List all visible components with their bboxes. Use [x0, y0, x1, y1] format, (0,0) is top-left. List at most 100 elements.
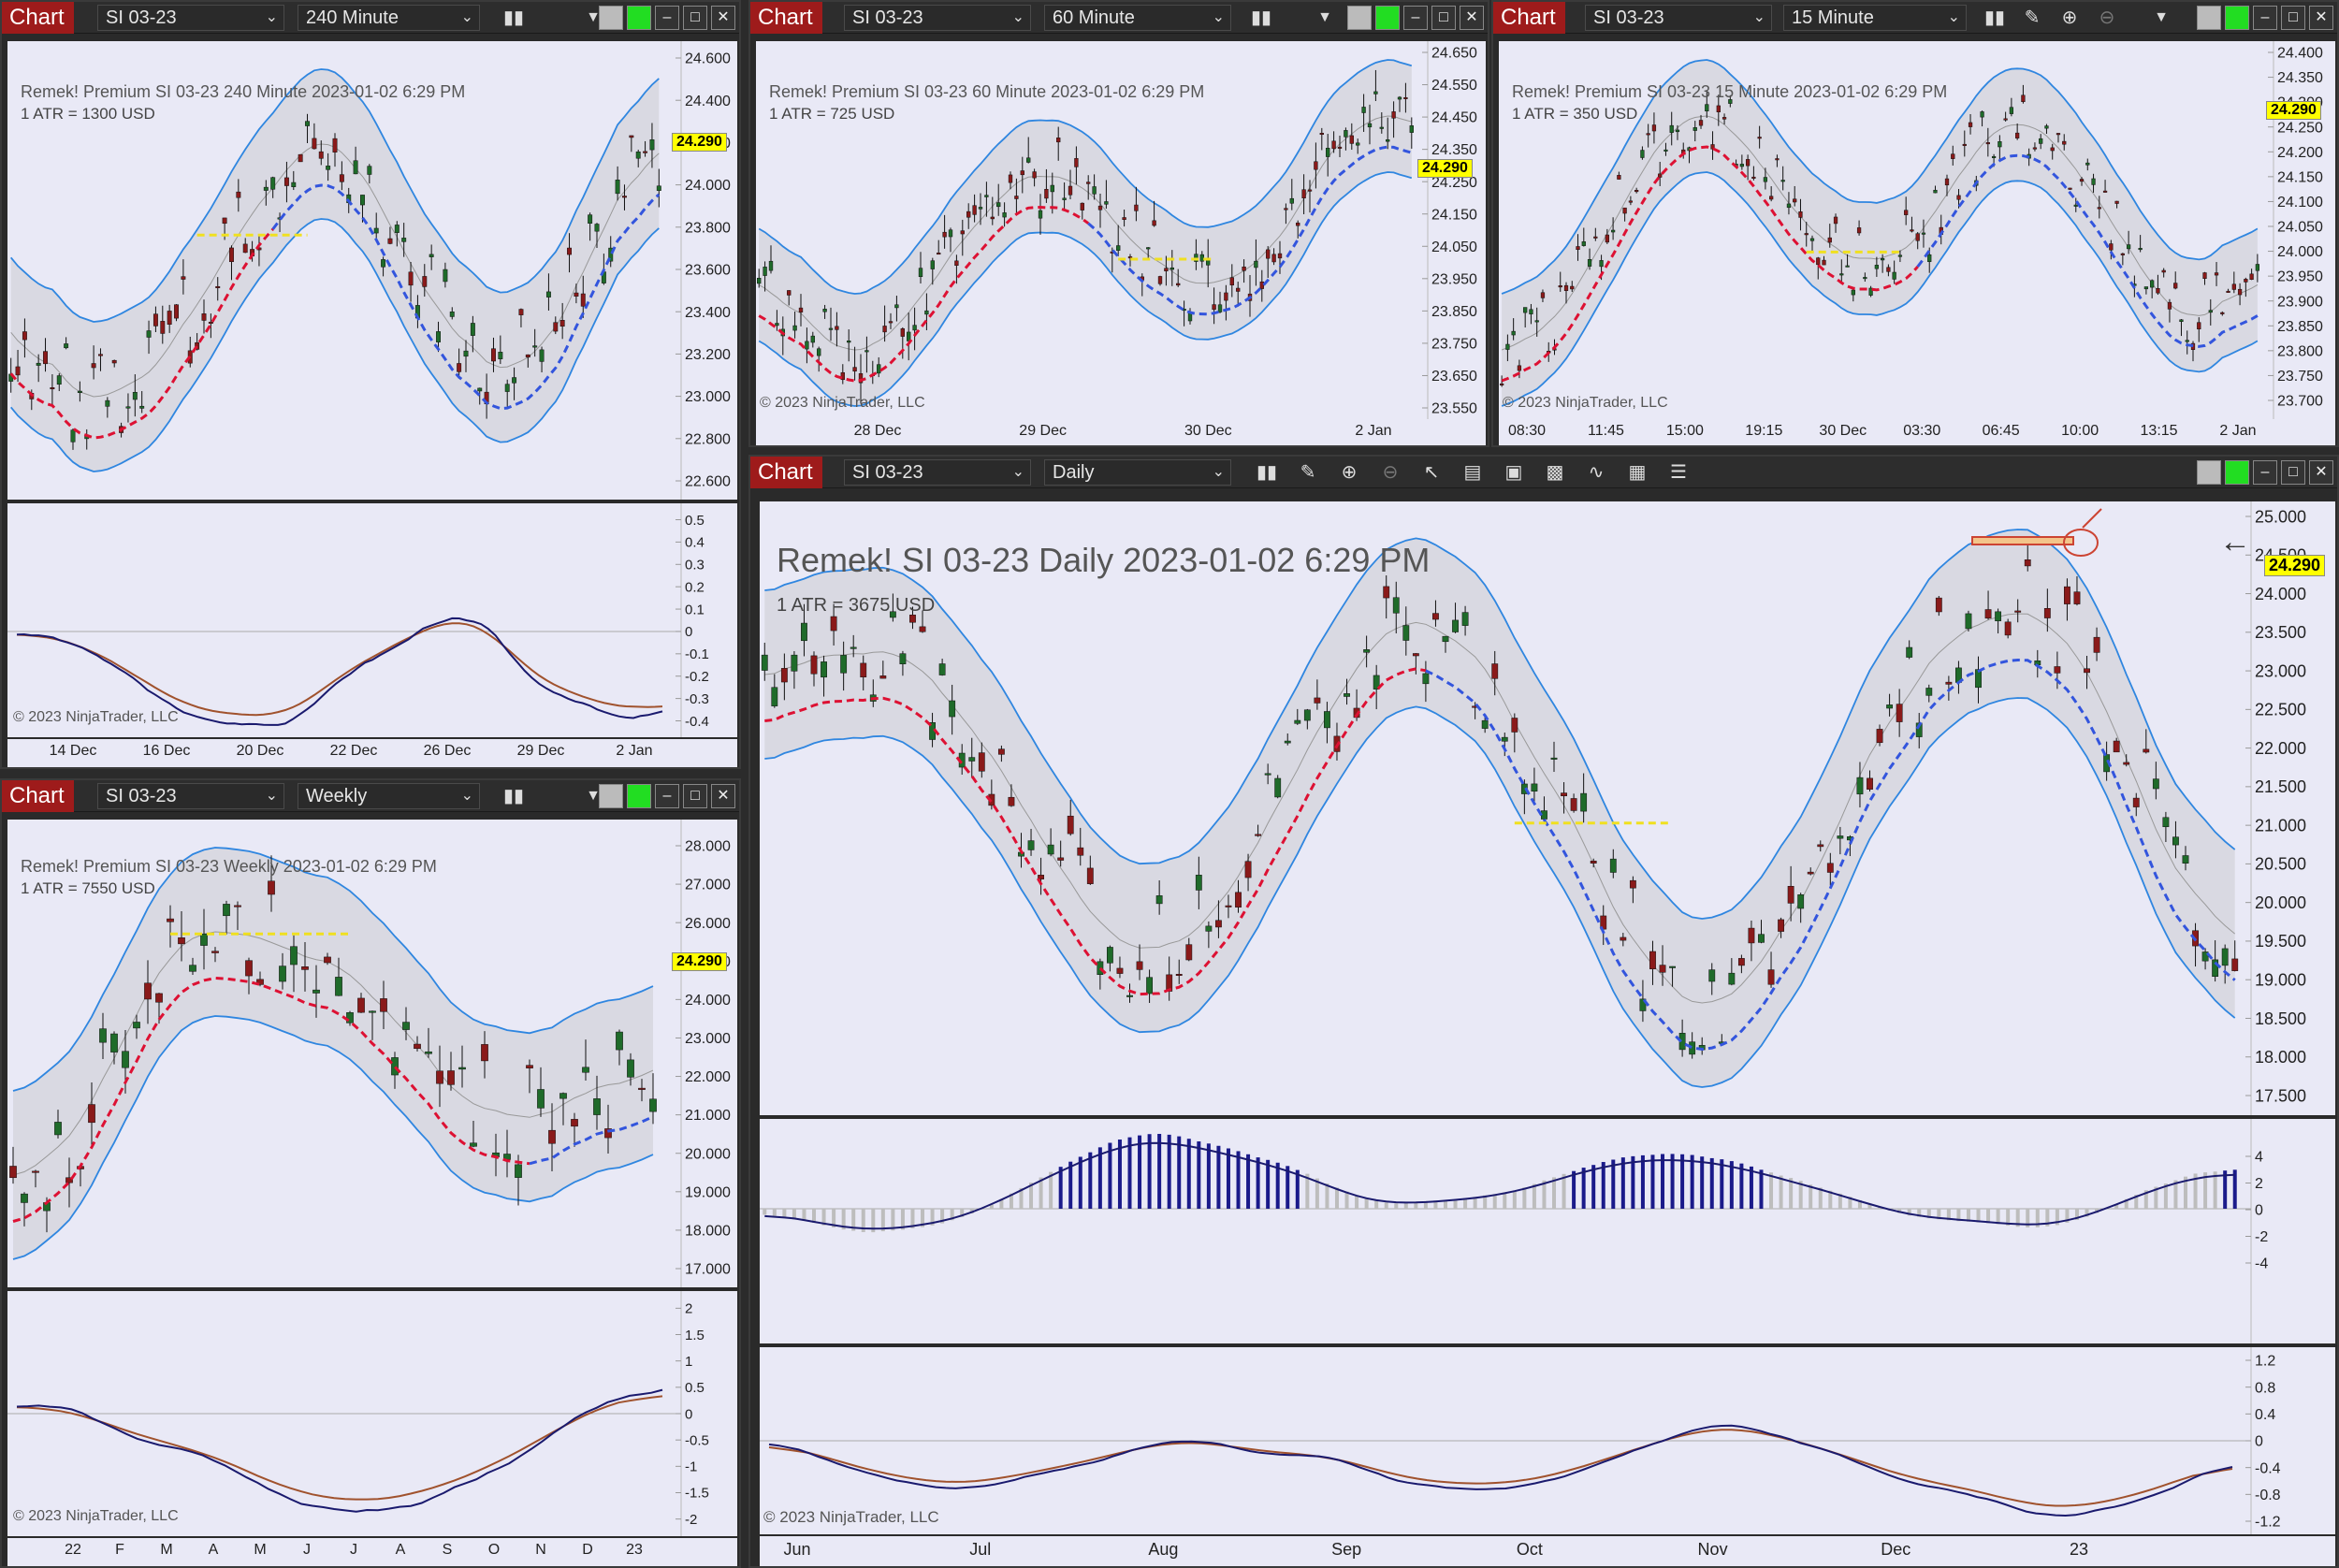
chevron-down-icon[interactable]: ▼ [586, 788, 601, 804]
candle-body [1224, 292, 1228, 301]
price-panel[interactable]: 24.60024.40024.20024.00023.80023.60023.4… [7, 41, 737, 500]
chevron-down-icon[interactable]: ▼ [586, 9, 601, 25]
interval-selector[interactable]: 240 Minute ⌄ [298, 5, 480, 31]
bar-chart-icon[interactable]: ▮▮ [1256, 462, 1277, 483]
candle-body [1540, 292, 1546, 298]
live-status-icon[interactable] [2225, 460, 2249, 485]
histogram-bar [2065, 1209, 2070, 1223]
price-panel[interactable]: 24.650 24.550 24.450 24.350 24.250 24.150 24.0… [756, 41, 1486, 425]
template-icon[interactable]: ▣ [1504, 462, 1523, 483]
histogram-bar [1068, 1161, 1073, 1209]
minimize-icon[interactable]: – [655, 784, 679, 808]
link-color-icon[interactable] [2197, 6, 2221, 30]
interval-selector[interactable]: Weekly ⌄ [298, 783, 480, 809]
x-tick-label: 29 Dec [1019, 423, 1068, 439]
link-color-icon[interactable] [2197, 460, 2221, 485]
histogram-bar [1867, 1203, 1872, 1209]
bar-chart-icon[interactable]: ▮▮ [502, 786, 524, 806]
candle-body [1745, 159, 1751, 167]
candle-body [279, 965, 286, 982]
oscillator-panel[interactable]: 1.2 0.8 0.4 0 -0.4 -0.8 -1.2 © 2023 NinjaTrade… [760, 1347, 2335, 1534]
chevron-down-icon[interactable]: ▼ [2154, 9, 2169, 25]
minimize-icon[interactable]: – [1403, 6, 1428, 30]
candle-body [1116, 967, 1124, 974]
instrument-selector[interactable]: SI 03-23 ⌄ [97, 783, 284, 809]
y-tick-label: 24.350 [2277, 70, 2323, 86]
list-icon[interactable]: ☰ [1670, 462, 1687, 483]
maximize-icon[interactable]: □ [683, 784, 707, 808]
properties-icon[interactable]: ▤ [1463, 462, 1482, 483]
zoom-out-icon[interactable]: ⊖ [2099, 7, 2115, 28]
indicators-icon[interactable]: ▩ [1546, 462, 1564, 483]
candle-body [43, 351, 48, 365]
instrument-selector[interactable]: SI 03-23 ⌄ [1585, 5, 1772, 31]
price-panel[interactable]: 25.00024.50024.00023.50023.00022.50022.0… [760, 501, 2335, 1115]
close-icon[interactable]: ✕ [2309, 6, 2333, 30]
oscillator-panel[interactable]: 2 1.5 1 0.5 0 -0.5 -1 -1.5 -2 © 2023 NinjaTrader… [7, 1291, 737, 1536]
histogram-bar [2035, 1209, 2040, 1227]
close-icon[interactable]: ✕ [2309, 460, 2333, 485]
chart-tab[interactable]: Chart [750, 457, 822, 488]
zoom-in-icon[interactable]: ⊕ [1341, 462, 1358, 483]
maximize-icon[interactable]: □ [683, 6, 707, 30]
histogram-bar [1878, 1207, 1882, 1209]
trend-stop-up [529, 1115, 654, 1166]
maximize-icon[interactable]: □ [2281, 460, 2305, 485]
data-box-icon[interactable]: ▦ [1628, 462, 1647, 483]
candle-body [559, 320, 565, 327]
chevron-down-icon[interactable]: ▼ [1317, 9, 1332, 25]
chart-tab[interactable]: Chart [750, 2, 822, 34]
draw-icon[interactable]: ✎ [2024, 7, 2041, 28]
price-panel[interactable]: 28.00027.00026.00025.00024.00023.00022.0… [7, 820, 737, 1287]
price-panel[interactable]: 24.40024.35024.30024.25024.20024.15024.1… [1499, 41, 2335, 425]
live-status-icon[interactable] [2225, 6, 2249, 30]
candle-body [1910, 229, 1914, 232]
y-tick-label: 20.500 [2255, 855, 2306, 874]
candle-body [1068, 185, 1073, 196]
candle-body [864, 350, 869, 353]
close-icon[interactable]: ✕ [711, 6, 735, 30]
close-icon[interactable]: ✕ [711, 784, 735, 808]
chart-tab[interactable]: Chart [2, 2, 74, 34]
histogram-bar [763, 1209, 767, 1215]
link-color-icon[interactable] [1347, 6, 1372, 30]
candle-body [1531, 783, 1538, 792]
link-color-icon[interactable] [599, 784, 623, 808]
zoom-in-icon[interactable]: ⊕ [2061, 7, 2078, 28]
histogram-panel[interactable]: 4 2 0 -2 -4 [760, 1119, 2335, 1343]
candle-body [298, 153, 303, 163]
draw-icon[interactable]: ✎ [1300, 462, 1316, 483]
candle-body [1116, 245, 1121, 251]
chart-tab[interactable]: Chart [2, 780, 74, 812]
strategies-icon[interactable]: ∿ [1588, 462, 1605, 483]
zoom-out-icon[interactable]: ⊖ [1382, 462, 1399, 483]
bar-chart-icon[interactable]: ▮▮ [502, 7, 524, 28]
pointer-icon[interactable]: ↖ [1423, 462, 1440, 483]
instrument-selector[interactable]: SI 03-23 ⌄ [844, 459, 1031, 486]
interval-selector[interactable]: Daily ⌄ [1044, 459, 1231, 486]
bar-chart-icon[interactable]: ▮▮ [1983, 7, 2005, 28]
candle-body [1985, 142, 1990, 145]
interval-selector[interactable]: 15 Minute ⌄ [1783, 5, 1967, 31]
link-color-icon[interactable] [599, 6, 623, 30]
chart-tab[interactable]: Chart [1493, 2, 1565, 34]
oscillator-panel[interactable]: 0.5 0.4 0.3 0.2 0.1 0 -0.1 -0.2 -0.3 -0.4 © 2023 … [7, 503, 737, 737]
candle-body [2032, 147, 2038, 150]
minimize-icon[interactable]: – [2253, 6, 2277, 30]
minimize-icon[interactable]: – [655, 6, 679, 30]
minimize-icon[interactable]: – [2253, 460, 2277, 485]
back-arrow-icon[interactable]: ← [2219, 524, 2251, 559]
candle-body [1511, 330, 1516, 336]
y-tick-label: 19.500 [2255, 932, 2306, 951]
bar-chart-icon[interactable]: ▮▮ [1250, 7, 1271, 28]
instrument-selector[interactable]: SI 03-23 ⌄ [97, 5, 284, 31]
live-status-icon[interactable] [1375, 6, 1400, 30]
live-status-icon[interactable] [627, 784, 651, 808]
live-status-icon[interactable] [627, 6, 651, 30]
close-icon[interactable]: ✕ [1460, 6, 1484, 30]
highlight-ellipse [2063, 529, 2099, 557]
maximize-icon[interactable]: □ [2281, 6, 2305, 30]
instrument-selector[interactable]: SI 03-23 ⌄ [844, 5, 1031, 31]
interval-selector[interactable]: 60 Minute ⌄ [1044, 5, 1231, 31]
maximize-icon[interactable]: □ [1431, 6, 1456, 30]
